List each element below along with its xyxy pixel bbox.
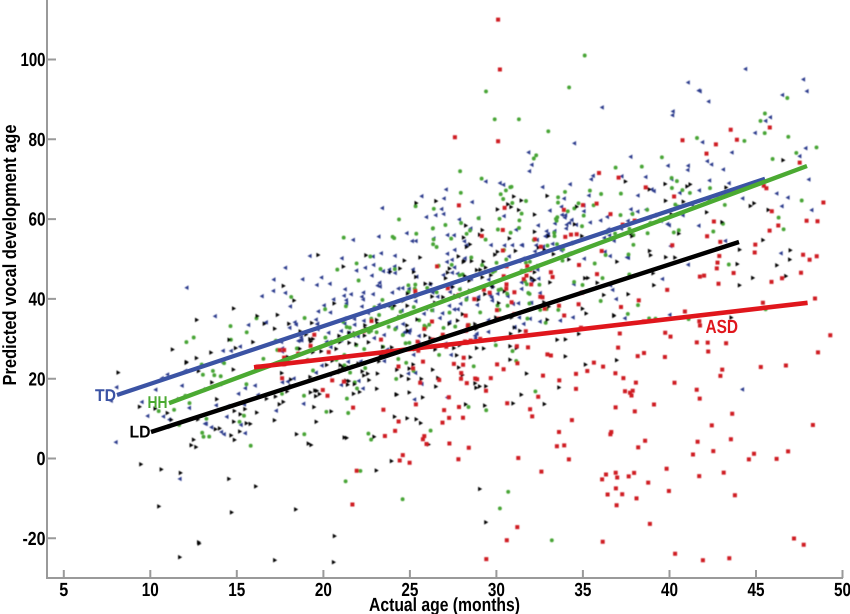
svg-text:TD: TD (95, 386, 116, 405)
svg-text:20: 20 (315, 580, 332, 601)
svg-text:40: 40 (661, 580, 678, 601)
svg-text:-20: -20 (23, 529, 46, 550)
svg-text:Predicted vocal development ag: Predicted vocal development age (0, 125, 21, 386)
svg-text:100: 100 (21, 50, 46, 71)
svg-text:30: 30 (488, 580, 505, 601)
svg-text:ASD: ASD (706, 317, 739, 338)
svg-text:50: 50 (834, 580, 850, 601)
svg-text:45: 45 (748, 580, 765, 601)
svg-text:40: 40 (29, 290, 46, 311)
svg-text:0: 0 (37, 449, 46, 470)
svg-text:15: 15 (228, 580, 245, 601)
svg-text:10: 10 (142, 580, 159, 601)
svg-text:Actual age (months): Actual age (months) (369, 595, 520, 614)
svg-text:25: 25 (401, 580, 418, 601)
svg-text:LD: LD (130, 422, 151, 441)
svg-text:35: 35 (574, 580, 591, 601)
svg-text:20: 20 (29, 369, 46, 390)
svg-text:HH: HH (148, 393, 168, 412)
svg-text:80: 80 (29, 130, 46, 151)
svg-text:5: 5 (59, 580, 68, 601)
svg-text:60: 60 (29, 210, 46, 231)
